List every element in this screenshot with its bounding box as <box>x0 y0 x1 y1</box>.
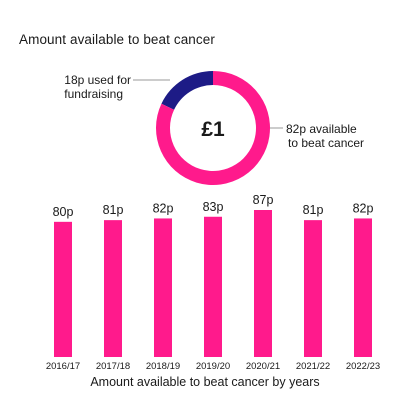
donut-chart: £1 <box>133 71 283 185</box>
slice-label-line: 82p available <box>286 122 357 136</box>
callout-leaders <box>133 79 283 129</box>
bar-value-label: 80p <box>53 205 74 219</box>
bar-value-label: 83p <box>203 200 224 214</box>
x-tick-label: 2022/23 <box>346 361 380 372</box>
x-axis-label: Amount available to beat cancer by years <box>90 375 320 389</box>
bar-value-label: 82p <box>153 201 174 215</box>
x-tick-label: 2017/18 <box>96 361 130 372</box>
page-title: Amount available to beat cancer <box>19 32 215 47</box>
x-tick-label: 2018/19 <box>146 361 180 372</box>
slice-label-available: 82p available to beat cancer <box>286 122 364 150</box>
bar <box>204 216 222 357</box>
x-tick-label: 2019/20 <box>196 361 230 372</box>
bar <box>104 220 122 357</box>
slice-label-line: to beat cancer <box>288 136 365 150</box>
bar <box>354 218 372 357</box>
bar-value-label: 82p <box>353 201 374 215</box>
x-tick-label: 2016/17 <box>46 361 80 372</box>
bar-value-label: 81p <box>103 203 124 217</box>
x-tick-label: 2020/21 <box>246 361 280 372</box>
slice-label-line: 18p used for <box>64 73 131 87</box>
bar <box>54 221 72 357</box>
donut-slice <box>161 71 213 110</box>
bar <box>304 220 322 357</box>
bar-value-label: 81p <box>303 203 324 217</box>
slice-label-fundraising: 18p used for fundraising <box>64 73 131 101</box>
slice-label-line: fundraising <box>64 87 123 101</box>
donut-slices <box>155 71 270 185</box>
bar-value-label: 87p <box>253 193 274 207</box>
bar-marks: 80p 2016/17 81p 2017/18 82p 2018/19 83p 2019/20… <box>46 193 380 372</box>
bar <box>154 218 172 357</box>
donut-center-label: £1 <box>201 118 225 141</box>
x-tick-label: 2021/22 <box>296 361 330 372</box>
bar <box>254 210 272 357</box>
